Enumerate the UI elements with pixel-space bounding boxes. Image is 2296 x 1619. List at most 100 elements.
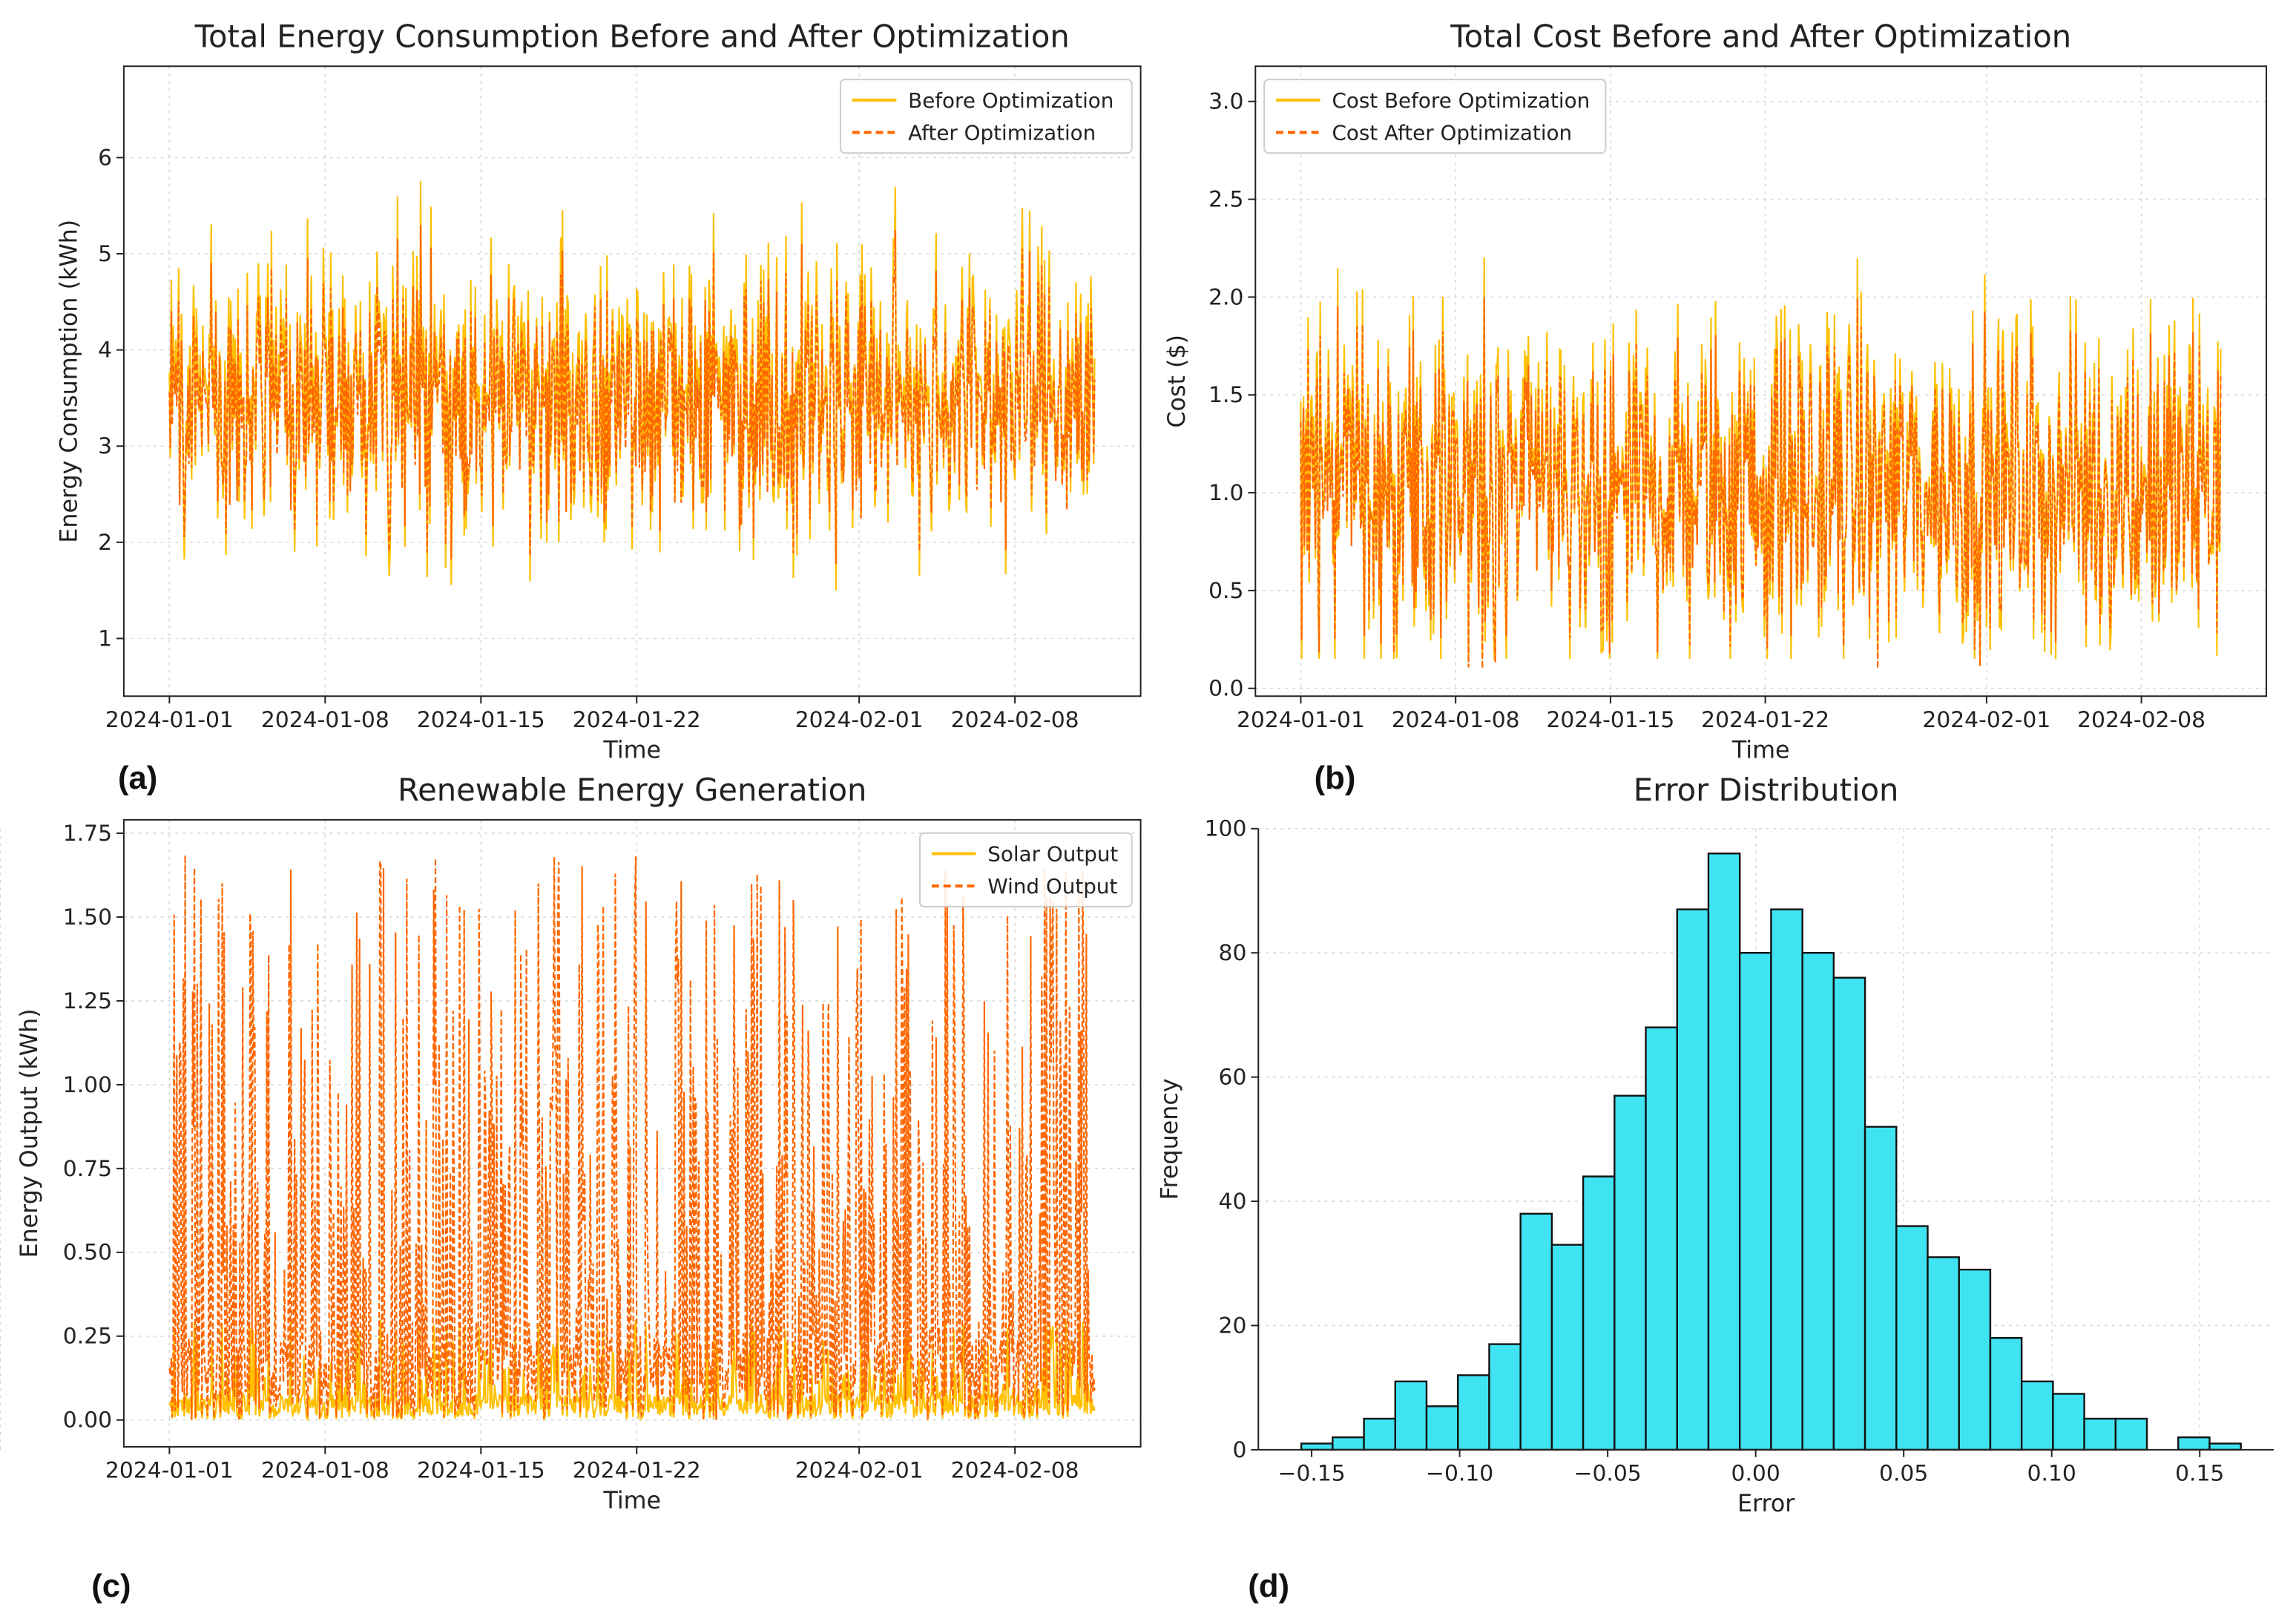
x-tick-label: 2024-02-01: [795, 707, 924, 733]
y-tick-label: 6: [98, 145, 112, 171]
x-tick-label: 2024-01-01: [105, 1458, 234, 1484]
histogram-bar: [1550, 1244, 1585, 1451]
y-tick-label: 2.5: [1208, 186, 1243, 212]
x-tick-label: 2024-01-22: [573, 1458, 701, 1484]
histogram-bar: [1394, 1380, 1428, 1451]
x-tick-label: 2024-01-15: [417, 1458, 545, 1484]
legend-box: [919, 832, 1133, 907]
y-tick-label: 2: [98, 530, 112, 556]
legend-box: [839, 79, 1133, 154]
legend-label: Wind Output: [987, 874, 1117, 899]
y-tick-label: 20: [1219, 1313, 1247, 1339]
chart-error-distribution: −0.15 −0.10 −0.05 0.00 0.05 0.10 0.15 0 20 40 60 80…: [0, 772, 2274, 1604]
y-tick-label: 100: [1205, 816, 1247, 842]
x-tick-label: 2024-02-08: [2077, 707, 2205, 733]
y-tick-label: 0.5: [1208, 578, 1243, 604]
y-tick-label: 0.25: [63, 1324, 112, 1350]
legend-label: Solar Output: [987, 841, 1118, 866]
x-axis-label: Time: [602, 1488, 661, 1514]
histogram-bar: [1989, 1337, 2023, 1451]
histogram-bar: [2083, 1417, 2117, 1451]
x-tick-label: 0.00: [1731, 1461, 1780, 1487]
y-tick-label: 5: [98, 241, 112, 267]
x-axis-label: Time: [1731, 738, 1790, 764]
y-tick-label: 1.00: [63, 1072, 112, 1098]
x-tick-label: 0.15: [2175, 1461, 2224, 1487]
y-tick-label: 1: [98, 625, 112, 651]
legend-label: After Optimization: [908, 120, 1096, 145]
chart-title: Renewable Energy Generation: [398, 772, 866, 808]
x-tick-label: 0.05: [1879, 1461, 1928, 1487]
x-tick-label: 2024-01-15: [417, 707, 545, 733]
histogram-bar: [1739, 952, 1772, 1451]
x-tick-label: 2024-02-08: [951, 707, 1079, 733]
histogram-bar: [1645, 1026, 1678, 1451]
histogram-bar: [2052, 1393, 2085, 1451]
x-axis-label: Time: [602, 738, 661, 764]
histogram-bar: [1488, 1343, 1522, 1451]
legend-box: [1263, 79, 1607, 154]
x-tick-label: 2024-01-01: [1237, 707, 1365, 733]
y-tick-label: 4: [98, 338, 112, 364]
histogram-bar: [1582, 1175, 1616, 1451]
histogram-bar: [1676, 908, 1710, 1451]
histogram-bar: [1363, 1417, 1396, 1451]
legend: Before Optimization After Optimization: [839, 79, 1133, 154]
y-tick-label: 60: [1219, 1065, 1247, 1091]
y-tick-label: 0.00: [63, 1408, 112, 1434]
histogram-bar: [1519, 1212, 1553, 1451]
histogram-bar: [1832, 976, 1866, 1451]
series-line-cost-after-optimization: [1300, 297, 2222, 669]
panel-label: (d): [1248, 1568, 1289, 1604]
histogram-bar: [2114, 1417, 2148, 1451]
histogram-bar: [2020, 1380, 2054, 1451]
histogram-bar: [1895, 1225, 1929, 1451]
histogram-bar: [1770, 908, 1803, 1451]
x-tick-label: 2024-01-08: [1392, 707, 1520, 733]
histogram-bar: [1707, 853, 1741, 1451]
x-tick-label: −0.10: [1426, 1461, 1493, 1487]
y-tick-label: 1.75: [63, 821, 112, 847]
x-tick-label: 2024-02-08: [951, 1458, 1079, 1484]
histogram-bar: [2177, 1436, 2211, 1451]
chart-title: Total Cost Before and After Optimization: [1450, 18, 2071, 54]
histogram-bar: [1425, 1405, 1459, 1451]
chart-title: Total Energy Consumption Before and Afte…: [194, 18, 1070, 54]
y-tick-label: 1.5: [1208, 382, 1243, 408]
histogram-bar: [1958, 1268, 1992, 1451]
panel-label: (c): [91, 1568, 131, 1604]
chart-title: Error Distribution: [1634, 772, 1899, 808]
y-tick-label: 3: [98, 433, 112, 459]
y-axis-label: Frequency: [1157, 1078, 1183, 1200]
chart-energy-consumption: Before Optimization After Optimization 202…: [56, 18, 1142, 796]
histogram-bar: [1864, 1126, 1898, 1451]
chart-cost: Cost Before Optimization Cost After Optim…: [1164, 18, 2268, 796]
y-tick-label: 3.0: [1208, 89, 1243, 115]
y-tick-label: 1.50: [63, 904, 112, 930]
x-tick-label: 2024-01-22: [1701, 707, 1829, 733]
histogram-bar: [2208, 1442, 2242, 1451]
x-tick-label: 0.10: [2027, 1461, 2076, 1487]
y-axis-label: Energy Output (kWh): [16, 1008, 43, 1258]
y-tick-label: 2.0: [1208, 284, 1243, 310]
x-tick-label: −0.05: [1574, 1461, 1642, 1487]
y-tick-label: 0.75: [63, 1156, 112, 1182]
axes-frame: [122, 818, 1142, 1448]
series-line-wind-output: [168, 855, 1096, 1420]
legend: Cost Before Optimization Cost After Optim…: [1263, 79, 1607, 154]
histogram-bar: [1927, 1256, 1960, 1451]
series-line-cost-before-optimization: [1300, 257, 2222, 660]
panel-label: (b): [1315, 760, 1356, 796]
histogram-bar: [1801, 952, 1835, 1451]
x-tick-label: −0.15: [1278, 1461, 1346, 1487]
x-tick-label: 2024-01-22: [573, 707, 701, 733]
axes-frame: [122, 65, 1142, 697]
y-tick-label: 80: [1219, 940, 1247, 966]
y-tick-label: 0: [1232, 1437, 1246, 1463]
histogram-bar: [1614, 1094, 1647, 1451]
x-tick-label: 2024-01-08: [261, 1458, 389, 1484]
axes-frame: [1254, 65, 2268, 697]
histogram-bar: [1300, 1442, 1334, 1451]
y-tick-label: 0.50: [63, 1240, 112, 1266]
y-axis-label: Energy Consumption (kWh): [56, 220, 82, 543]
